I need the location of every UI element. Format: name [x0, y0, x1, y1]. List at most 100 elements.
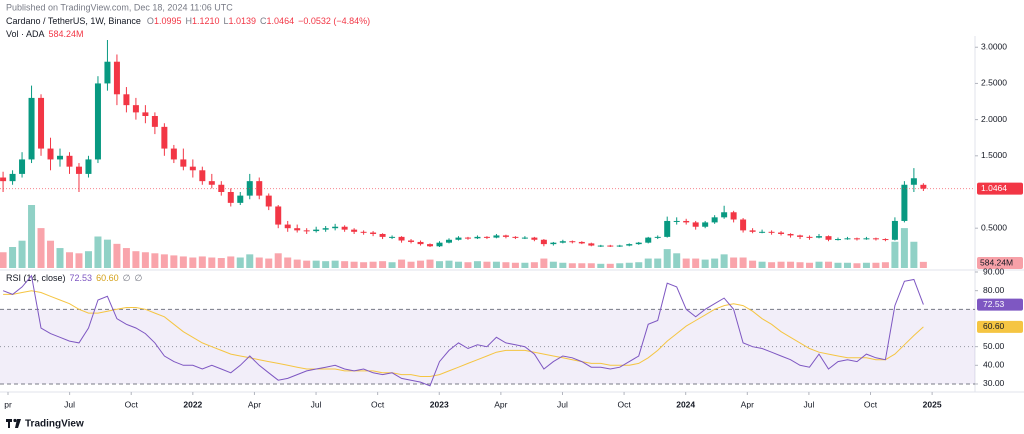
- volume-bar: [758, 261, 766, 268]
- legend-key: L: [224, 16, 229, 26]
- volume-bar: [549, 261, 557, 268]
- volume-last-label: 584.24M: [980, 257, 1013, 267]
- candle-body: [474, 236, 481, 239]
- volume-bar: [94, 236, 102, 268]
- rsi-ma-label: 60.60: [983, 321, 1005, 331]
- volume-bar: [265, 258, 273, 268]
- candle-body: [711, 217, 718, 223]
- candle-body: [351, 229, 358, 232]
- volume-bar: [749, 260, 757, 268]
- volume-bar: [910, 241, 918, 268]
- x-tick-label: Oct: [125, 399, 139, 409]
- candle-body: [113, 61, 120, 95]
- volume-bar: [341, 261, 349, 268]
- volume-bar: [881, 262, 889, 268]
- volume-bar: [568, 263, 576, 268]
- x-tick-label: Jul: [64, 399, 75, 409]
- volume-bar: [350, 261, 358, 268]
- candle-body: [180, 159, 187, 167]
- volume-bar: [872, 262, 880, 268]
- volume-bar: [227, 256, 235, 268]
- volume-bar: [787, 261, 795, 268]
- candle-body: [872, 238, 879, 240]
- volume-bar: [815, 261, 823, 268]
- candle-body: [370, 232, 377, 234]
- candle-body: [398, 236, 405, 241]
- candle-body: [218, 184, 225, 192]
- y-tick-label: 3.0000: [981, 41, 1007, 51]
- volume-bar: [37, 228, 45, 268]
- rsi-y-tick-label: 30.00: [983, 378, 1005, 388]
- candle-body: [47, 148, 54, 160]
- volume-bar: [141, 252, 149, 268]
- rsi-y-tick-label: 90.00: [983, 266, 1005, 276]
- volume-bar: [834, 262, 842, 268]
- candle-body: [654, 236, 661, 238]
- candle-body: [341, 226, 348, 230]
- candle-body: [417, 241, 424, 245]
- rsi-y-tick-label: 80.00: [983, 285, 1005, 295]
- candle-body: [759, 231, 766, 233]
- volume-legend: Vol · ADA 584.24M: [6, 29, 84, 39]
- rsi-ma-line: [3, 290, 924, 377]
- symbol: Cardano / TetherUS, 1W, Binance: [6, 16, 141, 26]
- candle-body: [550, 242, 557, 245]
- candle-body: [104, 61, 111, 84]
- volume-bar: [208, 257, 216, 268]
- candle-body: [170, 148, 177, 160]
- volume-bar: [464, 262, 472, 268]
- volume-bar: [426, 259, 434, 268]
- volume-bar: [274, 253, 282, 268]
- candle-body: [588, 243, 595, 246]
- candle-body: [692, 222, 699, 227]
- volume-bar: [701, 259, 709, 268]
- volume-bar: [113, 243, 121, 268]
- rsi-ma-box: [977, 320, 1023, 333]
- candle-body: [265, 195, 272, 207]
- rsi-value: 72.53: [70, 273, 93, 283]
- candle-body: [882, 239, 889, 241]
- volume-bar: [530, 262, 538, 268]
- legend-value: 1.0464: [267, 16, 295, 26]
- last-price-label: 1.0464: [981, 183, 1007, 193]
- x-tick-label: 2024: [676, 399, 695, 409]
- candle-body: [749, 230, 756, 232]
- candle-body: [844, 238, 851, 240]
- legend-key: H: [185, 16, 192, 26]
- candle-body: [645, 237, 652, 243]
- volume-bar: [445, 260, 453, 268]
- rsi-extra: ∅: [123, 273, 131, 283]
- candle-body: [85, 159, 92, 174]
- volume-bar: [540, 258, 548, 268]
- volume-bar: [198, 256, 206, 268]
- candle-body: [57, 155, 64, 160]
- volume-bar: [0, 252, 7, 268]
- candle-body: [740, 219, 747, 231]
- x-tick-label: Apr: [248, 399, 261, 409]
- volume-bar: [398, 259, 406, 268]
- candle-body: [626, 244, 633, 246]
- candle-body: [910, 178, 917, 185]
- candle-body: [227, 192, 234, 203]
- candle-body: [559, 241, 566, 243]
- candle-body: [189, 166, 196, 171]
- x-tick-label: 2023: [430, 399, 449, 409]
- candle-body: [834, 239, 841, 241]
- candle-body: [521, 237, 528, 239]
- x-tick-label: Oct: [617, 399, 631, 409]
- candle-body: [825, 236, 832, 240]
- volume-bar: [18, 240, 26, 268]
- volume-bar: [919, 261, 927, 268]
- volume-bar: [644, 258, 652, 268]
- candle-body: [816, 236, 823, 238]
- candle-body: [721, 212, 728, 218]
- volume-bar: [103, 239, 111, 268]
- candle-body: [303, 230, 310, 232]
- rsi-line: [2, 274, 924, 387]
- published-note: Published on TradingView.com, Dec 18, 20…: [6, 2, 233, 12]
- volume-bar: [312, 260, 320, 268]
- candle-body: [66, 155, 73, 167]
- candle-body: [797, 235, 804, 237]
- candle-body: [920, 184, 927, 189]
- candle-body: [322, 228, 329, 230]
